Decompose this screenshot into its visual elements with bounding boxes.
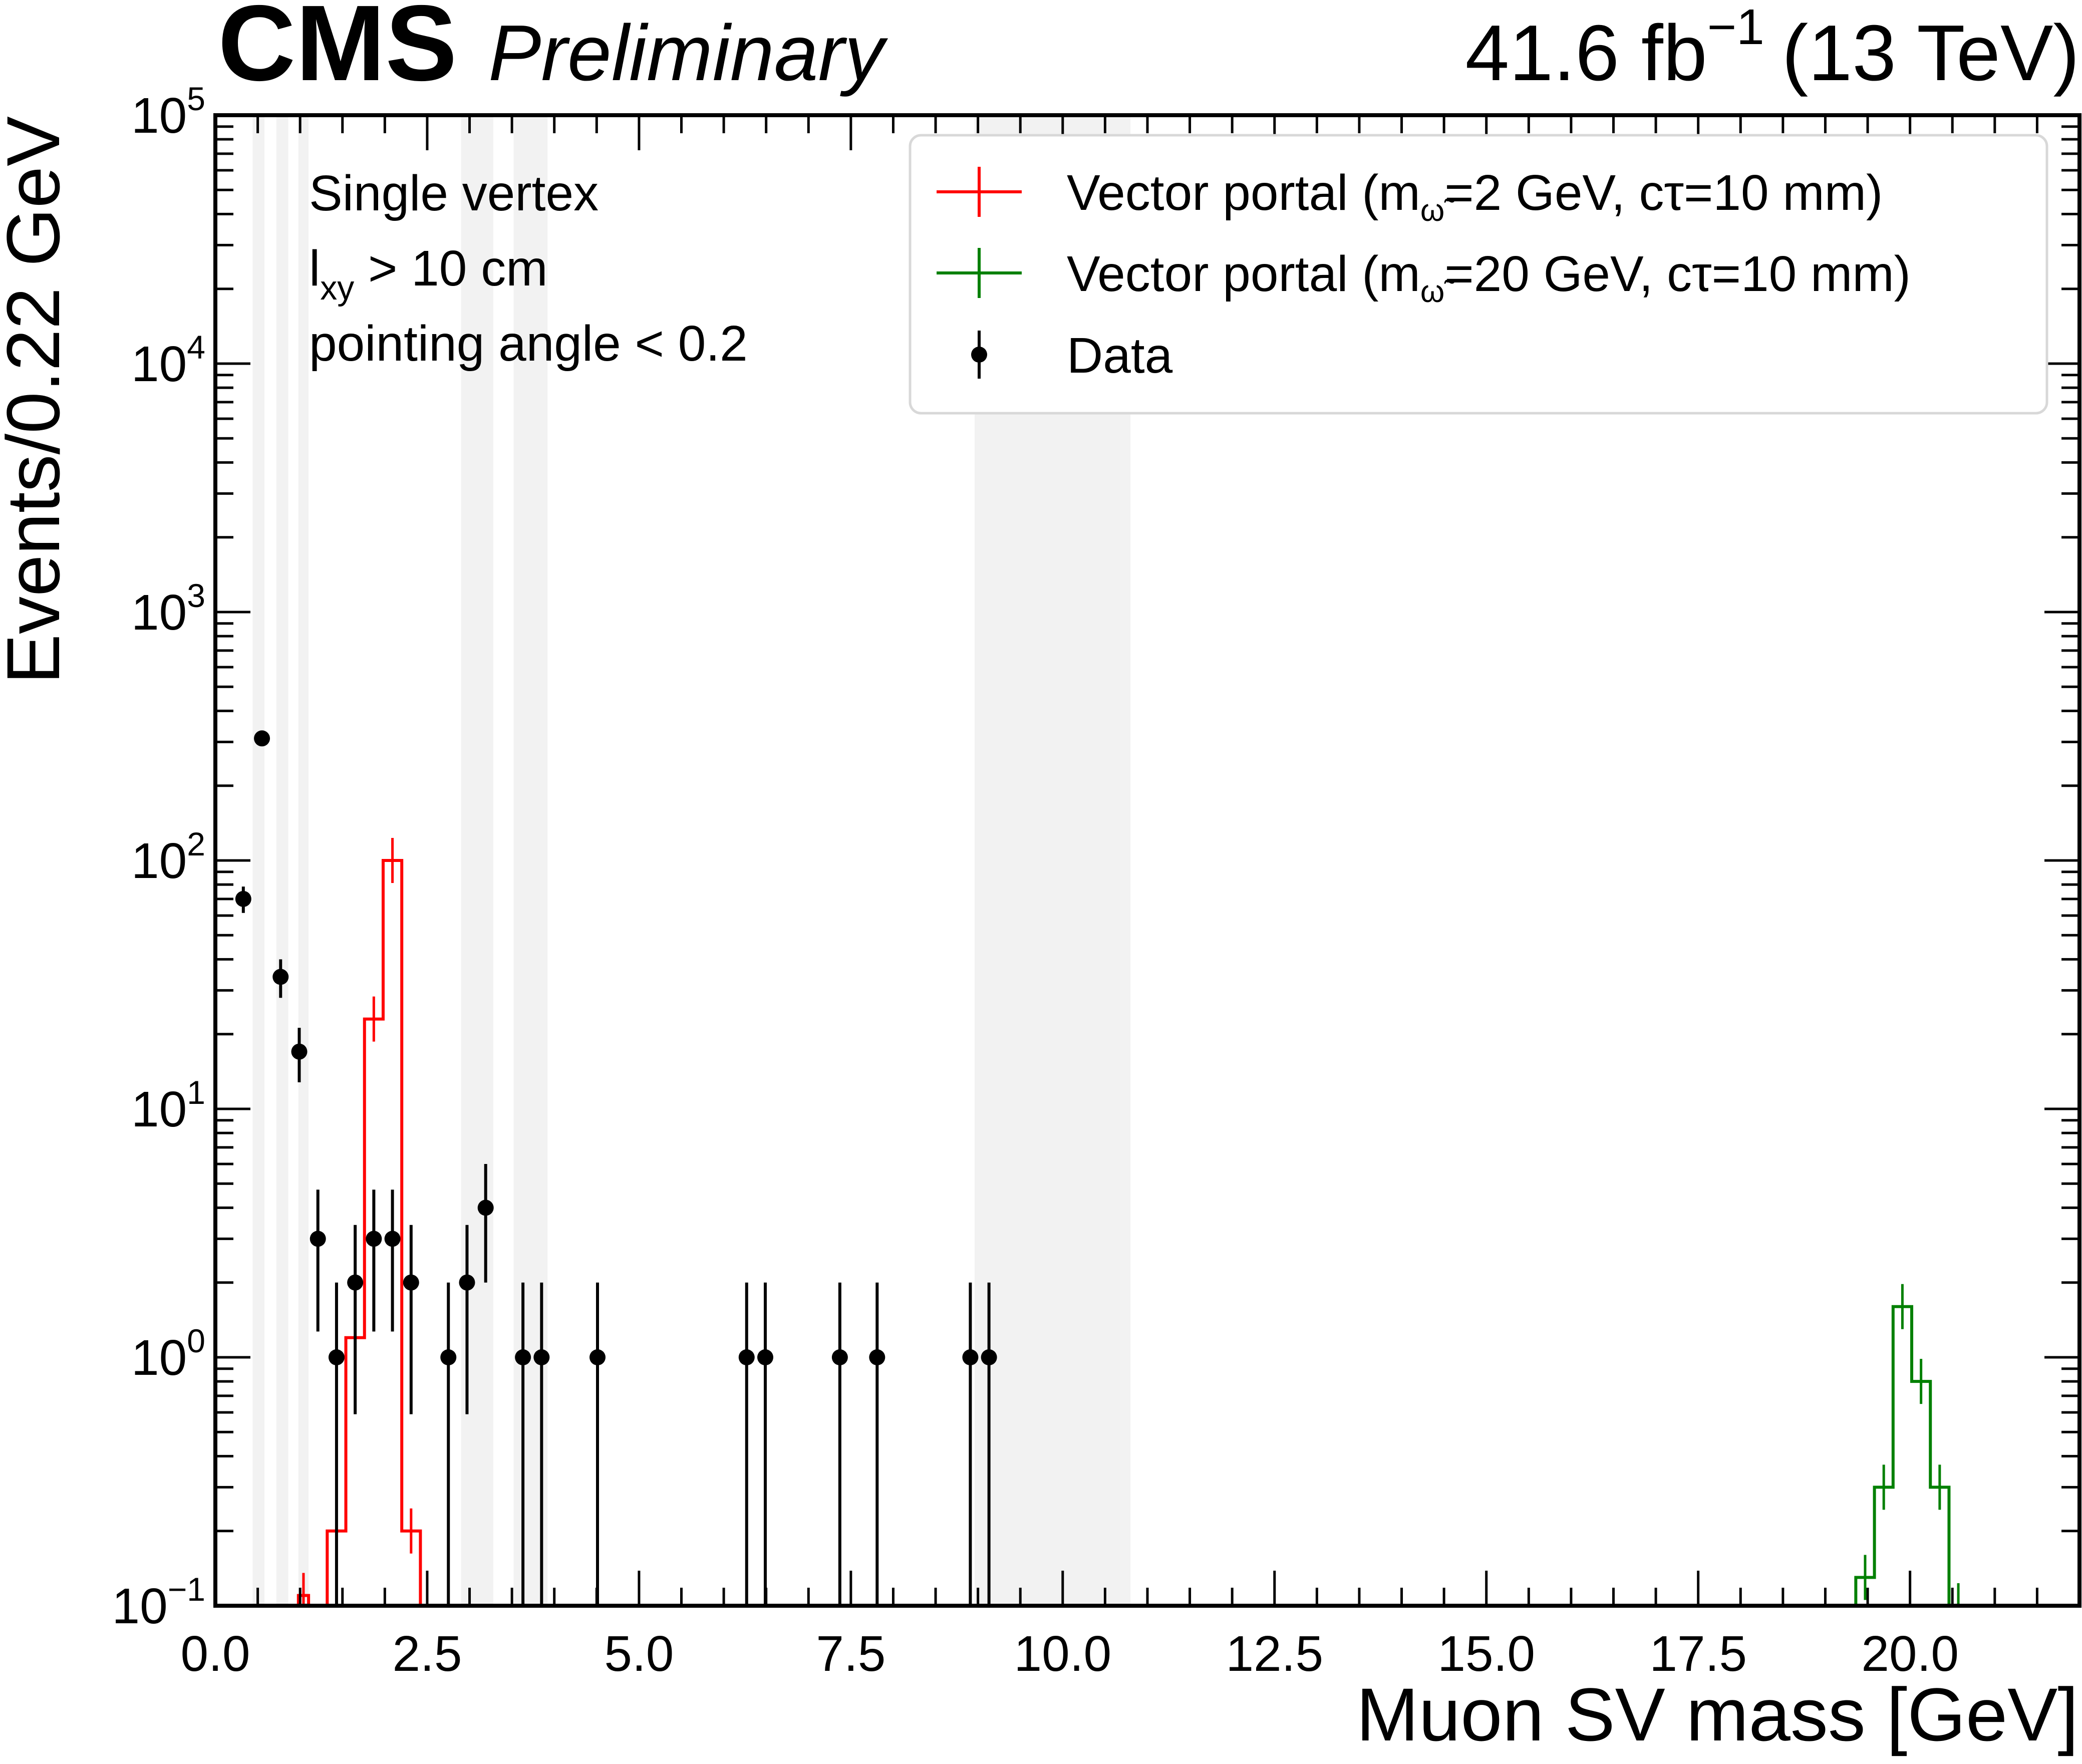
data-point-7 (366, 1231, 382, 1247)
luminosity-label: 41.6 fb−1 (13 TeV) (1465, 0, 2079, 97)
legend-label-suffix: =2 GeV, cτ=10 mm) (1444, 165, 1883, 221)
y-tick-base: 10 (131, 833, 187, 889)
data-point-0 (235, 891, 251, 907)
y-tick-base: 10 (131, 584, 187, 641)
y-tick-label: 101 (131, 1074, 205, 1137)
y-tick-label: 102 (131, 825, 205, 889)
legend-label-text: Vector portal (m (1067, 165, 1420, 221)
data-point-11 (459, 1274, 475, 1291)
veto-band-0 (252, 115, 265, 1606)
legend-item-data: Data (971, 328, 1173, 384)
signal-histograms (296, 838, 1969, 1606)
data-point-19 (869, 1349, 885, 1365)
y-tick-exponent: 1 (187, 1074, 205, 1111)
y-tick-exponent: 0 (187, 1322, 205, 1359)
lumi-exponent: −1 (1707, 0, 1764, 55)
x-tick-label: 7.5 (816, 1626, 885, 1682)
y-tick-label: 100 (131, 1322, 205, 1386)
x-tick-label: 15.0 (1437, 1626, 1535, 1682)
legend: Vector portal (mω̃=2 GeV, cτ=10 mm)Vecto… (909, 134, 2048, 415)
y-tick-exponent: −1 (168, 1571, 205, 1608)
y-tick-label: 105 (131, 80, 205, 144)
veto-band-2 (298, 115, 309, 1606)
data-point-18 (831, 1349, 848, 1365)
legend-label-suffix: =20 GeV, cτ=10 mm) (1444, 246, 1911, 302)
annotation-lxy-cut: lxy > 10 cm (309, 240, 548, 307)
y-tick-label: 10−1 (112, 1571, 205, 1634)
x-tick-label: 17.5 (1649, 1626, 1747, 1682)
data-point-2 (272, 969, 289, 985)
y-tick-label: 103 (131, 577, 205, 641)
y-tick-exponent: 3 (187, 577, 205, 614)
data-point-9 (403, 1274, 419, 1291)
lumi-value: 41.6 fb (1465, 9, 1707, 97)
annotation-pointing-angle: pointing angle < 0.2 (309, 316, 748, 372)
x-tick-label: 12.5 (1226, 1626, 1323, 1682)
legend-label: Vector portal (mω̃=2 GeV, cτ=10 mm) (1067, 165, 1883, 228)
signal_20gev-histogram (1854, 1305, 1969, 1606)
data-points (235, 730, 997, 1606)
y-tick-base: 10 (131, 1330, 187, 1386)
energy-label: (13 TeV) (1782, 9, 2079, 97)
data-point-20 (962, 1349, 979, 1365)
y-tick-label: 104 (131, 329, 205, 392)
y-tick-base: 10 (131, 88, 187, 144)
data-point-10 (440, 1349, 457, 1365)
data-point-3 (291, 1043, 308, 1060)
y-tick-exponent: 4 (187, 329, 205, 366)
legend-item-signal_2gev: Vector portal (mω̃=2 GeV, cτ=10 mm) (937, 165, 1883, 228)
x-tick-labels: 0.0 2.5 5.0 7.5 10.0 12.5 15.0 17.5 20.0 (180, 1626, 1958, 1682)
x-tick-label: 20.0 (1861, 1626, 1959, 1682)
x-tick-label: 10.0 (1014, 1626, 1111, 1682)
annotation-single-vertex: Single vertex (309, 165, 599, 221)
veto-band-1 (276, 115, 288, 1606)
x-tick-label: 2.5 (392, 1626, 462, 1682)
legend-label: Data (1067, 328, 1173, 384)
axis-ticks (214, 114, 2079, 1607)
data-point-4 (310, 1231, 326, 1247)
legend-box (909, 134, 2048, 415)
data-point-16 (738, 1349, 755, 1365)
legend-data-marker (971, 347, 987, 363)
y-axis-label: Events/0.22 GeV (0, 116, 75, 684)
data-point-12 (477, 1200, 494, 1216)
data-point-5 (328, 1349, 345, 1365)
lxy-value: > 10 cm (354, 240, 547, 297)
y-tick-exponent: 5 (187, 80, 205, 117)
lxy-symbol: l (309, 240, 320, 297)
legend-label: Vector portal (mω̃=20 GeV, cτ=10 mm) (1067, 246, 1911, 309)
data-point-8 (384, 1231, 401, 1247)
y-tick-exponent: 2 (187, 825, 205, 862)
y-tick-base: 10 (131, 1081, 187, 1137)
data-point-15 (589, 1349, 606, 1365)
data-point-17 (757, 1349, 773, 1365)
data-point-6 (347, 1274, 364, 1291)
data-point-14 (533, 1349, 550, 1365)
data-point-21 (981, 1349, 997, 1365)
legend-item-signal_20gev: Vector portal (mω̃=20 GeV, cτ=10 mm) (937, 246, 1911, 309)
y-tick-base: 10 (131, 336, 187, 392)
lxy-subscript: xy (320, 269, 354, 307)
x-tick-label: 5.0 (604, 1626, 674, 1682)
experiment-label: CMS (218, 0, 457, 103)
data-point-13 (515, 1349, 531, 1365)
legend-label-text: Data (1067, 328, 1173, 384)
status-label: Preliminary (488, 9, 888, 97)
x-axis-label: Muon SV mass [GeV] (1356, 1672, 2078, 1756)
legend-label-text: Vector portal (m (1067, 246, 1420, 302)
y-tick-base: 10 (112, 1578, 168, 1634)
data-point-1 (254, 730, 270, 747)
x-tick-label: 0.0 (180, 1626, 250, 1682)
